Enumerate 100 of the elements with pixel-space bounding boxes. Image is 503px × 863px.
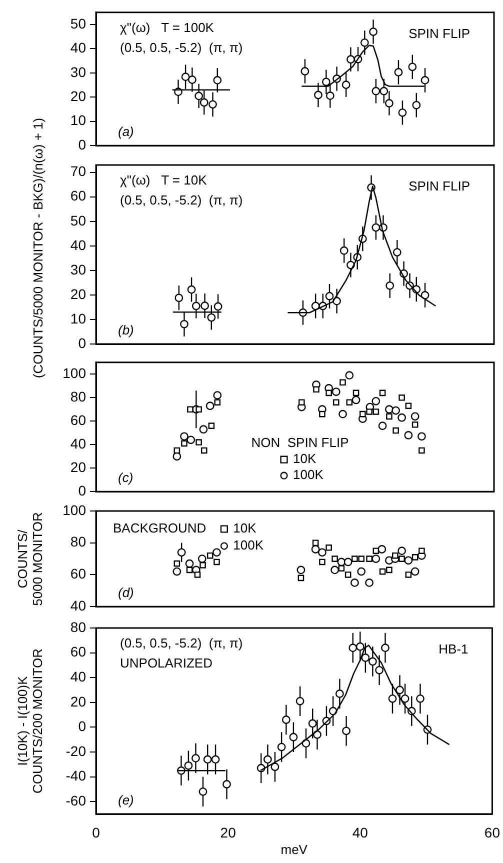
- point: [213, 76, 222, 84]
- y-tick-label: 40: [70, 435, 86, 452]
- y-tick-label: 60: [70, 188, 86, 204]
- annotation: (0.5, 0.5, -5.2) (π, π): [120, 192, 243, 208]
- point: [174, 447, 180, 454]
- point: [330, 566, 339, 574]
- annotation: (0.5, 0.5, -5.2) (π, π): [120, 40, 243, 55]
- point: [200, 562, 206, 568]
- annotation: (c): [118, 470, 134, 486]
- x-axis-title: meV: [280, 842, 308, 857]
- y-tick-label: 100: [62, 502, 86, 518]
- point: [348, 644, 358, 652]
- point: [319, 410, 326, 418]
- point: [208, 100, 217, 109]
- point: [361, 654, 370, 662]
- y-tick-label: 40: [70, 668, 86, 684]
- y-tick-label: -20: [66, 742, 86, 759]
- point: [298, 399, 305, 406]
- point: [392, 248, 402, 256]
- point: [335, 690, 344, 698]
- point: [200, 98, 208, 107]
- point: [356, 642, 364, 651]
- point: [372, 86, 380, 96]
- y-tick-label: 80: [70, 534, 86, 550]
- legend-label: 100K: [233, 538, 264, 553]
- point: [184, 761, 193, 770]
- point: [203, 755, 212, 764]
- point: [340, 246, 348, 255]
- point: [375, 666, 384, 674]
- point: [378, 422, 387, 430]
- annotation: (d): [118, 585, 134, 600]
- annotation: SPIN FLIP: [408, 26, 470, 41]
- point: [332, 388, 340, 396]
- point: [398, 394, 405, 401]
- point: [392, 406, 400, 415]
- point: [412, 554, 418, 560]
- point: [332, 556, 338, 562]
- point: [296, 696, 304, 706]
- point: [384, 99, 394, 108]
- point: [379, 390, 386, 396]
- point: [196, 406, 202, 413]
- point: [344, 558, 352, 566]
- point: [380, 86, 388, 96]
- point: [181, 440, 188, 447]
- point: [398, 108, 407, 117]
- point: [192, 302, 200, 310]
- point: [346, 399, 353, 406]
- point: [332, 399, 340, 406]
- point: [222, 780, 231, 788]
- point: [313, 386, 320, 393]
- point: [338, 565, 345, 572]
- point: [342, 80, 350, 90]
- point: [314, 90, 322, 100]
- point: [378, 545, 386, 554]
- point: [352, 390, 360, 396]
- point: [194, 92, 204, 100]
- point: [344, 572, 352, 578]
- annotation: χ"(ω) T = 10K: [120, 172, 208, 188]
- point: [326, 544, 332, 551]
- point: [418, 447, 425, 454]
- y-tick-label: 40: [70, 597, 86, 614]
- y-tick-label: 20: [70, 693, 86, 710]
- y-tick-label: 60: [70, 412, 86, 428]
- point: [180, 432, 188, 441]
- y-tick-label: -60: [66, 792, 86, 808]
- point: [214, 399, 221, 406]
- point: [346, 55, 355, 64]
- point: [308, 719, 317, 728]
- point: [263, 755, 272, 764]
- point: [326, 390, 332, 396]
- point: [366, 408, 372, 415]
- legend-label: 10K: [233, 520, 257, 536]
- point: [420, 76, 430, 84]
- point: [405, 402, 412, 410]
- point: [400, 694, 410, 703]
- annotation: (a): [118, 124, 134, 140]
- annotation: UNPOLARIZED: [120, 656, 212, 671]
- point: [325, 292, 334, 300]
- point: [398, 546, 406, 556]
- point: [174, 294, 184, 302]
- point: [199, 425, 208, 434]
- point: [398, 556, 405, 562]
- point: [326, 92, 334, 100]
- point: [392, 427, 399, 434]
- point: [192, 754, 200, 762]
- point: [298, 574, 304, 582]
- point: [318, 548, 326, 557]
- point: [206, 552, 214, 559]
- point: [200, 447, 208, 454]
- point: [186, 436, 196, 444]
- point: [194, 572, 201, 578]
- y-tick-label: 80: [70, 618, 86, 635]
- point: [172, 567, 182, 576]
- point: [379, 568, 386, 575]
- y-tick-label: 100: [62, 365, 86, 382]
- point: [372, 548, 380, 554]
- x-tick-label: 60: [484, 824, 500, 840]
- point: [386, 566, 392, 574]
- y-axis-title: (COUNTS/5000 MONITOR - BKG)/(n(ω) + 1): [30, 118, 46, 378]
- point: [386, 413, 392, 420]
